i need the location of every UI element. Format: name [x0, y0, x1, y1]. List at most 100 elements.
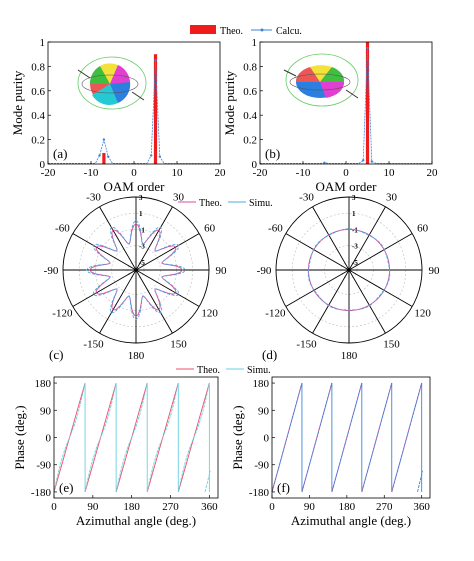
angle-label: -90 — [257, 265, 272, 277]
simu-phase-ramp — [146, 382, 179, 493]
x-tick-label: 180 — [339, 501, 356, 513]
y-tick-label: 0.2 — [243, 135, 257, 147]
simu-phase-ramp — [417, 470, 423, 493]
angle-spoke — [135, 206, 173, 271]
legend-theo-label: Theo. — [220, 26, 243, 37]
simu-phase-ramp — [53, 382, 86, 493]
angle-spoke — [285, 269, 350, 307]
beam-segment — [320, 82, 345, 98]
angle-spoke — [72, 269, 137, 307]
angle-label: -30 — [299, 191, 314, 203]
panel-label: (f) — [277, 480, 290, 495]
angle-label: -120 — [52, 308, 73, 320]
y-axis-label: Phase (deg.) — [230, 405, 245, 469]
panel-c-polar-chart: 30 60 90 120 150 180 -150 -120 -90 -60 -30 3 1 -1 -3 -5… — [44, 191, 227, 362]
angle-spoke — [135, 269, 173, 334]
y-tick-label: 0.2 — [31, 135, 45, 147]
y-tick-label: 90 — [258, 405, 270, 417]
angle-spoke — [348, 233, 413, 271]
x-axis-label: Azimuthal angle (deg.) — [291, 513, 411, 528]
angle-spoke — [348, 269, 413, 307]
theo-bar — [102, 153, 106, 164]
calcu-point — [158, 155, 161, 158]
calcu-series-line — [48, 60, 220, 164]
radial-tick-label: 3 — [139, 194, 143, 202]
legend-theo-label: Theo. — [197, 365, 220, 376]
beam-halo — [77, 56, 147, 110]
y-tick-label: -180 — [249, 487, 270, 499]
x-tick-label: 90 — [87, 501, 99, 513]
simu-phase-ramp — [271, 382, 303, 493]
angle-spoke — [285, 233, 350, 271]
x-tick-label: 270 — [162, 501, 179, 513]
x-axis-label: Azimuthal angle (deg.) — [76, 513, 196, 528]
angle-label: 180 — [341, 350, 358, 362]
simu-phase-ramp — [115, 382, 148, 493]
y-axis-label: Mode purity — [222, 70, 237, 135]
legend-top: Theo. Calcu. — [190, 25, 302, 37]
x-tick-label: 90 — [304, 501, 316, 513]
x-tick-label: 0 — [269, 501, 275, 513]
angle-label: 90 — [429, 265, 441, 277]
y-tick-label: 0.6 — [31, 86, 45, 98]
calcu-point — [107, 155, 110, 158]
beam-halo — [285, 53, 359, 107]
beam-arrow — [345, 89, 359, 99]
simu-phase-ramp — [391, 382, 423, 493]
radial-tick-label: -3 — [139, 243, 145, 251]
y-tick-label: 1 — [40, 37, 46, 49]
theo-bar — [365, 42, 370, 164]
y-tick-label: 0 — [46, 433, 52, 445]
x-tick-label: 360 — [201, 501, 218, 513]
beam-arrow — [131, 91, 145, 101]
calcu-point — [323, 161, 326, 164]
legend-theo-swatch — [190, 25, 216, 34]
simu-phase-ramp — [331, 382, 363, 493]
x-tick-label: -20 — [41, 167, 56, 179]
calcu-point — [370, 160, 373, 163]
x-tick-label: -20 — [253, 167, 268, 179]
x-tick-label: 360 — [413, 501, 430, 513]
angle-label: -150 — [296, 339, 317, 351]
simu-phase-ramp — [177, 382, 210, 493]
angle-label: 30 — [386, 191, 398, 203]
legend-theo-label: Theo. — [199, 198, 222, 209]
calcu-point — [150, 154, 153, 157]
y-axis-label: Mode purity — [10, 70, 25, 135]
angle-label: 120 — [201, 308, 218, 320]
y-tick-label: 0.4 — [243, 110, 257, 122]
angle-spoke — [135, 269, 200, 307]
angle-spoke — [348, 269, 386, 334]
legend-polar: Theo. Simu. — [178, 198, 273, 209]
radial-tick-label: 3 — [352, 194, 356, 202]
x-tick-label: -10 — [84, 167, 99, 179]
y-tick-label: 0.8 — [31, 61, 45, 73]
radial-tick-label: -1 — [352, 226, 358, 234]
angle-spoke — [312, 269, 350, 334]
panel-label: (a) — [53, 146, 67, 161]
radial-tick-label: -1 — [139, 226, 145, 234]
radial-tick-label: 1 — [139, 210, 143, 218]
x-tick-label: 10 — [384, 167, 396, 179]
y-tick-label: 0.4 — [31, 110, 45, 122]
y-tick-label: 0.8 — [243, 61, 257, 73]
angle-label: 120 — [414, 308, 431, 320]
simu-phase-ramp — [204, 470, 211, 493]
y-tick-label: 0 — [252, 159, 258, 171]
angle-label: -60 — [55, 223, 70, 235]
beam-inset-b — [283, 53, 359, 107]
beam-ring — [81, 74, 139, 94]
y-tick-label: -180 — [31, 487, 52, 499]
x-tick-label: 0 — [131, 167, 137, 179]
x-tick-label: 20 — [427, 167, 439, 179]
angle-spoke — [99, 206, 137, 271]
beam-segment — [92, 84, 118, 105]
beam-ring — [289, 73, 351, 91]
legend-calcu-marker — [260, 28, 264, 32]
y-tick-label: 0 — [40, 159, 46, 171]
angle-label: 150 — [170, 339, 187, 351]
angle-spoke — [135, 233, 200, 271]
panel-label: (b) — [265, 146, 280, 161]
